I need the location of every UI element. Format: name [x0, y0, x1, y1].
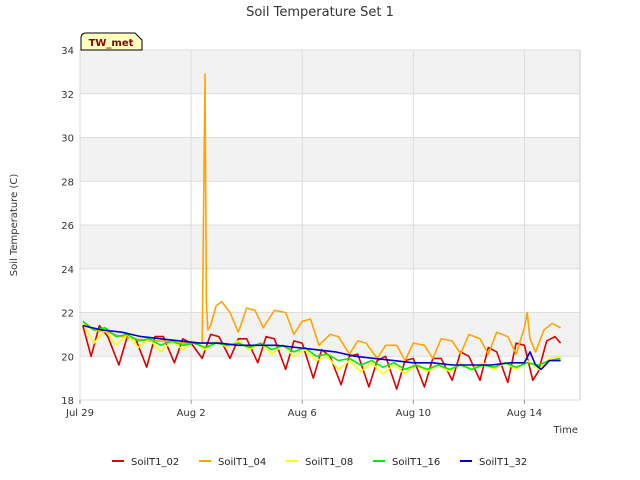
y-tick-label: 34 [61, 46, 74, 57]
x-axis-title: Time [553, 425, 578, 436]
y-tick-label: 24 [61, 265, 74, 276]
plot-bands [80, 50, 580, 400]
plot-band [80, 268, 580, 313]
plot-band [80, 356, 580, 400]
y-axis-title: Soil Temperature (C) [9, 174, 20, 277]
legend: SoilT1_02 SoilT1_04 SoilT1_08 SoilT1_16 Soil… [112, 457, 527, 468]
legend-label: SoilT1_08 [305, 457, 353, 468]
x-tick-label: Aug 6 [288, 408, 317, 419]
station-badge: TW_met [80, 32, 143, 51]
plot-band [80, 50, 580, 94]
y-tick-label: 32 [61, 90, 74, 101]
x-tick-label: Aug 2 [177, 408, 206, 419]
legend-label: SoilT1_02 [131, 457, 179, 468]
x-tick-label: Aug 10 [396, 408, 431, 419]
y-tick-label: 28 [61, 177, 74, 188]
y-tick-label: 26 [61, 221, 74, 232]
x-tick-labels: Jul 29 Aug 2 Aug 6 Aug 10 Aug 14 [65, 408, 542, 419]
y-tick-label: 20 [61, 352, 74, 363]
legend-label: SoilT1_04 [218, 457, 266, 468]
legend-label: SoilT1_32 [479, 457, 527, 468]
x-tick-label: Aug 14 [507, 408, 542, 419]
y-tick-label: 18 [61, 396, 74, 407]
chart-title: Soil Temperature Set 1 [246, 5, 394, 20]
y-tick-labels: 18 20 22 24 26 28 30 32 34 [61, 46, 74, 407]
y-gridlines [80, 49, 580, 401]
plot-band [80, 137, 580, 182]
y-tick-label: 30 [61, 134, 74, 145]
station-label: TW_met [89, 38, 134, 49]
plot-band [80, 181, 580, 225]
series-line-soilt1-32 [82, 324, 561, 371]
y-tick-label: 22 [61, 309, 74, 320]
plot-band [80, 225, 580, 269]
series-lines [82, 73, 562, 390]
x-tick-label: Jul 29 [65, 408, 94, 419]
legend-label: SoilT1_16 [392, 457, 440, 468]
plot-band [80, 93, 580, 138]
series-line-soilt1-08 [82, 323, 561, 375]
